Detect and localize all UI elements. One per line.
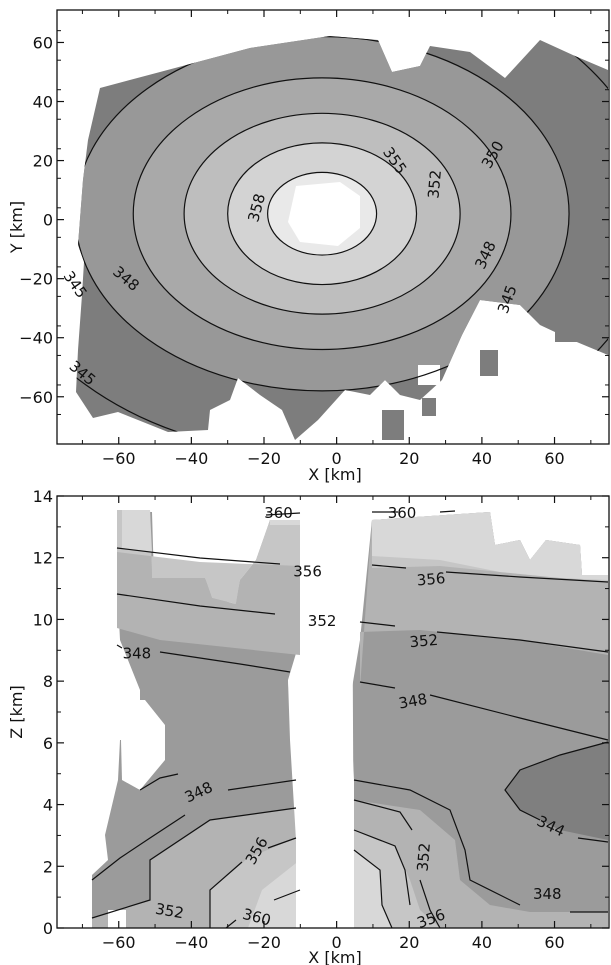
top-xtick-label: −60 [102, 449, 136, 468]
contour-344-right [504, 741, 609, 843]
bottom-contours [91, 510, 609, 928]
contour-360-left [265, 512, 301, 516]
top-x-axis-label: X [km] [308, 465, 361, 484]
bottom-contour-label-text: 360 [388, 504, 417, 522]
bottom-contour-label-text: 356 [293, 563, 322, 581]
top-xtick-label: −40 [174, 449, 208, 468]
top-contour-label-352: 352 [424, 169, 444, 199]
bottom-ytick-label: 14 [33, 487, 53, 506]
contour-348-right [359, 681, 609, 741]
top-ytick-label: 60 [33, 33, 53, 52]
contour-352-right [359, 621, 609, 653]
top-contour-358 [267, 171, 378, 256]
contour-348-lower-left [91, 779, 297, 881]
top-contour-label-text: 352 [424, 169, 444, 199]
contour-356-right [371, 564, 609, 583]
bottom-contour-label-text: 352 [308, 612, 337, 630]
bottom-contour-label-text: 352 [414, 842, 434, 872]
bottom-xtick-label: 0 [332, 933, 342, 952]
bottom-left-352-band [117, 510, 300, 928]
bottom-contour-label-352: 352 [409, 631, 439, 651]
bottom-ytick-label: 0 [43, 919, 53, 938]
contour-356-left [116, 547, 281, 565]
top-ytick-label: −20 [19, 270, 53, 289]
bottom-contour-label-text: 348 [123, 644, 152, 662]
bottom-ytick-label: 10 [33, 610, 53, 629]
top-ytick-label: −40 [19, 329, 53, 348]
contour-352-left [116, 593, 276, 615]
contour-348-left [116, 644, 291, 673]
bottom-contour-label-text: 348 [397, 690, 428, 713]
top-contour-355 [227, 142, 418, 286]
top-contour-352 [183, 112, 461, 315]
bottom-no-data [108, 512, 354, 928]
bottom-right-lower-352 [354, 800, 608, 928]
top-xtick-label: 0 [332, 449, 342, 468]
bottom-right-upper-360 [372, 512, 608, 580]
bottom-left-lower-360 [248, 860, 300, 928]
bottom-xtick-label: 40 [472, 933, 492, 952]
bottom-ytick-label: 12 [33, 549, 53, 568]
top-ytick-label: 40 [33, 93, 53, 112]
bottom-ytick-label: 2 [43, 857, 53, 876]
bottom-xtick-label: 60 [544, 933, 564, 952]
bottom-contour-label-356: 356 [293, 563, 322, 581]
bottom-ytick-label: 6 [43, 734, 53, 753]
bottom-contour-label-348: 348 [397, 690, 428, 713]
bottom-contour-label-text: 360 [241, 905, 273, 930]
top-data-patches [382, 318, 595, 440]
contour-356-lower-right [353, 829, 411, 906]
top-xtick-label: 20 [399, 449, 419, 468]
bottom-contour-label-348: 348 [533, 885, 562, 903]
contour-360-lower-right [353, 849, 393, 928]
top-xtick-label: 60 [544, 449, 564, 468]
bottom-contour-label-352: 352 [154, 900, 185, 923]
top-xtick-label: 40 [472, 449, 492, 468]
bottom-contour-label-360: 360 [388, 504, 417, 522]
bottom-contour-label-360: 360 [264, 504, 293, 522]
bottom-contour-label-348: 348 [123, 644, 152, 662]
bottom-contour-label-352: 352 [308, 612, 337, 630]
bottom-contour-label-text: 352 [154, 900, 185, 923]
contour-348-lower-right [353, 779, 608, 913]
bottom-contour-label-text: 360 [264, 504, 293, 522]
contour-348-small-left [139, 773, 179, 791]
bottom-contour-label-360: 360 [241, 905, 273, 930]
bottom-y-axis-label: Z [km] [7, 685, 26, 738]
contour-352-lower-right [353, 799, 441, 928]
bottom-ytick-label: 8 [43, 672, 53, 691]
bottom-contour-label-356: 356 [416, 569, 446, 589]
bottom-xtick-label: −20 [247, 933, 281, 952]
top-plot-frame [56, 9, 610, 445]
top-y-axis-label: Y [km] [7, 201, 26, 254]
top-ytick-label: 20 [33, 152, 53, 171]
top-contour-350 [132, 77, 512, 351]
contour-360-right [372, 510, 456, 513]
bottom-left-360-band [122, 510, 300, 552]
bottom-right-lower-360 [354, 850, 392, 928]
bottom-contour-label-352: 352 [414, 842, 434, 872]
top-no-data-holes [288, 182, 486, 390]
bottom-contour-label-text: 348 [533, 885, 562, 903]
bottom-xtick-label: −60 [102, 933, 136, 952]
top-ytick-label: 0 [43, 211, 53, 230]
top-xtick-label: −20 [247, 449, 281, 468]
top-ytick-label: −60 [19, 388, 53, 407]
contour-352-lower-left [91, 807, 297, 919]
bottom-contour-label-text: 352 [409, 631, 439, 651]
bottom-xtick-label: −40 [174, 933, 208, 952]
bottom-contour-label-text: 356 [416, 569, 446, 589]
bottom-x-axis-label: X [km] [308, 948, 361, 965]
bottom-xtick-label: 20 [399, 933, 419, 952]
bottom-ytick-label: 4 [43, 796, 53, 815]
contour-356-lower-left [209, 837, 297, 928]
